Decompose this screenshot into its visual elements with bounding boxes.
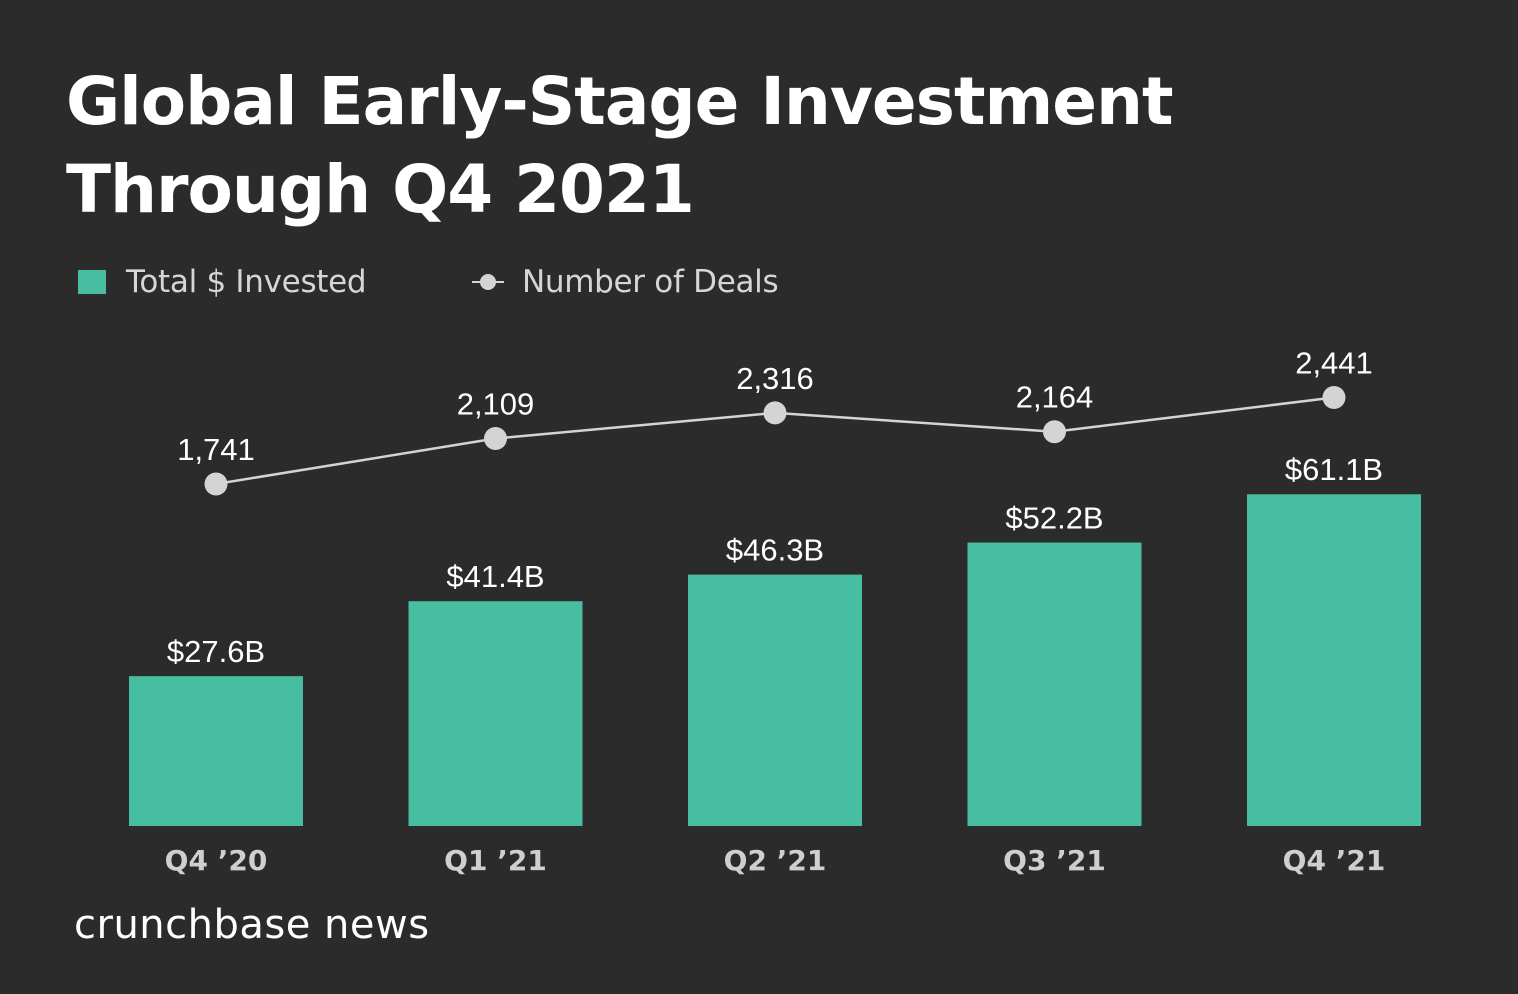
x-tick-label: Q3 ’21 [1003, 844, 1106, 877]
legend-item-total-invested: Total $ Invested [78, 262, 367, 302]
bar [688, 574, 862, 826]
deals-point [1043, 420, 1066, 444]
deals-value-label: 2,164 [1016, 380, 1094, 415]
bar-value-label: $52.2B [1005, 501, 1103, 536]
bar [1247, 494, 1421, 826]
bar-value-label: $46.3B [726, 533, 824, 568]
bar-value-label: $27.6B [167, 634, 265, 669]
deals-value-label: 1,741 [177, 432, 255, 467]
legend-swatch-line-dot-icon [472, 270, 504, 294]
legend-swatch-bar [78, 270, 106, 294]
legend-label-number-of-deals: Number of Deals [522, 264, 779, 300]
chart-title: Global Early-Stage Investment Through Q4… [66, 63, 1174, 228]
deals-value-label: 2,316 [736, 361, 814, 396]
bar-value-label: $41.4B [446, 559, 544, 594]
deals-point [484, 427, 507, 451]
deals-point [763, 401, 787, 425]
x-tick-label: Q1 ’21 [444, 844, 547, 877]
legend-item-number-of-deals: Number of Deals [472, 262, 779, 302]
legend: Total $ Invested Number of Deals [78, 262, 978, 302]
bar [967, 542, 1142, 826]
deals-point [204, 472, 228, 496]
x-tick-label: Q4 ’20 [165, 844, 268, 877]
x-tick-label: Q4 ’21 [1283, 844, 1386, 877]
deals-point [1322, 385, 1346, 409]
legend-label-total-invested: Total $ Invested [126, 264, 367, 300]
x-tick-label: Q2 ’21 [724, 844, 827, 877]
bar [408, 601, 583, 826]
bar-value-label: $61.1B [1285, 452, 1383, 487]
deals-value-label: 2,441 [1295, 345, 1373, 380]
deals-value-label: 2,109 [457, 387, 535, 422]
brand-logo: crunchbase news [74, 902, 430, 948]
bar [129, 676, 303, 826]
